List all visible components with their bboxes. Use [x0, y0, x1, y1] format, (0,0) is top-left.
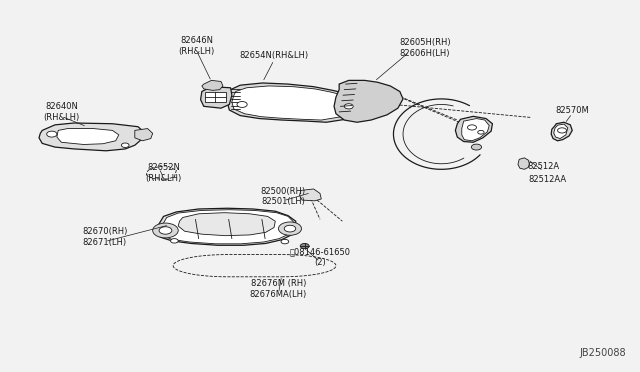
Polygon shape: [334, 80, 403, 122]
Polygon shape: [157, 208, 296, 245]
Text: 82570M: 82570M: [556, 106, 589, 115]
Circle shape: [278, 222, 301, 235]
Circle shape: [284, 225, 296, 232]
Text: 82512AA: 82512AA: [528, 175, 566, 184]
Polygon shape: [135, 129, 153, 141]
Polygon shape: [178, 213, 275, 235]
Polygon shape: [300, 189, 321, 201]
Text: 82500(RH)
82501(LH): 82500(RH) 82501(LH): [260, 187, 305, 206]
Polygon shape: [232, 86, 354, 120]
Polygon shape: [57, 129, 119, 144]
Text: 82676M (RH)
82676MA(LH): 82676M (RH) 82676MA(LH): [250, 279, 307, 299]
Text: 82605H(RH)
82606H(LH): 82605H(RH) 82606H(LH): [399, 38, 451, 58]
Circle shape: [477, 131, 484, 134]
Circle shape: [344, 104, 353, 109]
Polygon shape: [227, 83, 362, 122]
Text: 82652N
(RH&LH): 82652N (RH&LH): [145, 163, 182, 183]
Circle shape: [281, 239, 289, 244]
Polygon shape: [554, 124, 568, 138]
Circle shape: [557, 128, 566, 133]
Polygon shape: [202, 80, 223, 90]
Circle shape: [300, 243, 309, 248]
Polygon shape: [551, 122, 572, 141]
Text: ⑉08146-61650
(2): ⑉08146-61650 (2): [289, 248, 351, 267]
Polygon shape: [462, 119, 489, 141]
Polygon shape: [39, 123, 145, 151]
Circle shape: [467, 125, 476, 130]
FancyBboxPatch shape: [205, 92, 226, 102]
Circle shape: [47, 131, 57, 137]
Circle shape: [122, 143, 129, 147]
Polygon shape: [200, 87, 232, 108]
Circle shape: [153, 223, 178, 238]
Circle shape: [471, 144, 481, 150]
Text: 82654N(RH&LH): 82654N(RH&LH): [239, 51, 308, 60]
Circle shape: [237, 102, 247, 108]
Polygon shape: [518, 158, 529, 169]
Text: 82646N
(RH&LH): 82646N (RH&LH): [179, 36, 215, 55]
Polygon shape: [162, 210, 293, 244]
Text: 82640N
(RH&LH): 82640N (RH&LH): [44, 102, 79, 122]
Circle shape: [159, 227, 172, 234]
Text: 82512A: 82512A: [527, 162, 559, 171]
Text: 82670(RH)
82671(LH): 82670(RH) 82671(LH): [82, 227, 127, 247]
Polygon shape: [456, 116, 492, 142]
Circle shape: [171, 238, 178, 243]
Text: JB250088: JB250088: [580, 348, 627, 358]
